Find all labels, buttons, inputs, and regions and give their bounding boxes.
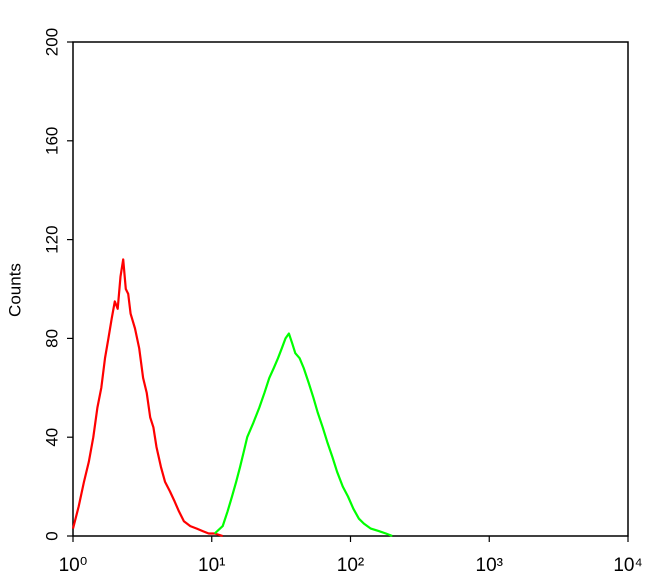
x-tick-label: 10¹ [198, 555, 225, 576]
y-tick-label: 200 [42, 28, 61, 56]
histogram-line [213, 332, 393, 538]
x-tick-label: 10² [337, 555, 364, 576]
y-tick-label: 120 [42, 225, 61, 253]
x-tick-label: 10⁰ [59, 555, 88, 576]
y-axis-label: Counts [5, 263, 24, 317]
y-tick-label: 80 [42, 329, 61, 348]
y-tick-label: 40 [42, 428, 61, 447]
y-tick-label: 160 [42, 127, 61, 155]
x-tick-label: 10³ [476, 555, 503, 576]
y-tick-label: 0 [42, 531, 61, 540]
plot-frame [72, 41, 629, 537]
histogram-line [71, 258, 224, 538]
x-tick-label: 10⁴ [613, 555, 642, 576]
